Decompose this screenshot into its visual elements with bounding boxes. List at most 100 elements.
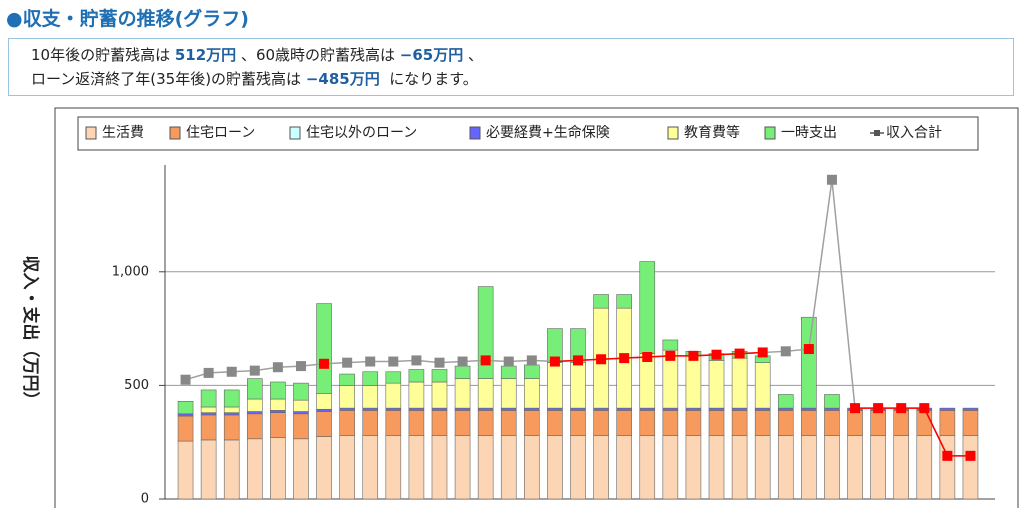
bar-segment bbox=[454, 365, 471, 379]
y-tick-label: 500 bbox=[124, 378, 149, 393]
bar-segment bbox=[362, 410, 379, 436]
bar-segment bbox=[731, 410, 748, 436]
bar-segment bbox=[662, 407, 679, 411]
income-marker bbox=[919, 403, 930, 414]
bar-segment bbox=[893, 435, 910, 500]
bar-segment bbox=[916, 435, 933, 500]
bar-segment bbox=[339, 410, 355, 436]
bar-segment bbox=[962, 407, 979, 411]
bar-segment bbox=[293, 413, 309, 440]
bar-segment bbox=[385, 371, 402, 384]
income-marker bbox=[826, 174, 837, 185]
bar-segment bbox=[385, 435, 402, 500]
bar-segment bbox=[570, 410, 586, 436]
bar-segment bbox=[431, 410, 448, 436]
bar-segment bbox=[708, 407, 725, 411]
bar-segment bbox=[593, 410, 609, 436]
bar-segment bbox=[431, 381, 448, 409]
bar-segment bbox=[524, 407, 540, 411]
bar-segment bbox=[408, 435, 425, 500]
bar-segment bbox=[408, 381, 425, 409]
bar-segment bbox=[477, 378, 494, 409]
income-marker bbox=[480, 355, 491, 366]
bar-segment bbox=[754, 410, 771, 436]
income-marker bbox=[896, 403, 907, 414]
bar-segment bbox=[385, 410, 402, 436]
bar-segment bbox=[893, 410, 910, 436]
y-tick-label: 1,000 bbox=[112, 264, 149, 279]
income-marker bbox=[780, 346, 791, 357]
bar-segment bbox=[431, 435, 448, 500]
bar-segment bbox=[962, 410, 979, 436]
bar-segment bbox=[524, 378, 540, 409]
bar-segment bbox=[454, 378, 471, 409]
bar-segment bbox=[801, 316, 817, 409]
bar-segment bbox=[639, 410, 656, 436]
y-axis-label: 収入・支出（万円） bbox=[20, 256, 41, 409]
summary-text: 、60歳時の貯蓄残高は bbox=[236, 46, 400, 64]
income-marker bbox=[642, 351, 653, 362]
bar-segment bbox=[616, 294, 632, 309]
legend-marker bbox=[874, 130, 880, 136]
income-marker bbox=[272, 362, 283, 373]
bar-segment bbox=[200, 406, 217, 413]
bar-segment bbox=[223, 414, 240, 441]
bar-segment bbox=[477, 410, 494, 436]
bar-segment bbox=[477, 407, 494, 411]
bar-segment bbox=[223, 412, 240, 416]
legend-swatch bbox=[469, 126, 481, 140]
income-marker bbox=[503, 356, 514, 367]
bar-segment bbox=[777, 407, 794, 411]
bar-segment bbox=[247, 378, 263, 400]
bar-segment bbox=[431, 407, 448, 411]
income-marker bbox=[249, 365, 260, 376]
bar-segment bbox=[662, 339, 679, 351]
bar-segment bbox=[639, 435, 656, 500]
legend-label: 教育費等 bbox=[684, 124, 740, 141]
bar-segment bbox=[223, 439, 240, 500]
bar-segment bbox=[200, 389, 217, 408]
income-marker bbox=[457, 356, 468, 367]
summary-box: 10年後の貯蓄残高は 512万円 、60歳時の貯蓄残高は −65万円 、ローン返… bbox=[8, 38, 1014, 96]
legend-label: 生活費 bbox=[102, 125, 144, 141]
summary-line: ローン返済終了年(35年後)の貯蓄残高は −485万円 になります。 bbox=[31, 67, 1013, 91]
bar-segment bbox=[454, 407, 471, 411]
bar-segment bbox=[662, 410, 679, 436]
bar-segment bbox=[408, 407, 425, 411]
bar-segment bbox=[247, 398, 263, 412]
income-marker bbox=[942, 450, 953, 461]
bar-segment bbox=[477, 435, 494, 500]
bar-segment bbox=[339, 385, 355, 409]
bar-segment bbox=[547, 362, 563, 409]
bar-segment bbox=[270, 412, 286, 438]
income-marker bbox=[665, 350, 676, 361]
bar-segment bbox=[685, 355, 702, 409]
bar-segment bbox=[316, 393, 332, 410]
summary-value: 512万円 bbox=[174, 46, 237, 64]
bar-segment bbox=[870, 410, 886, 436]
bar-segment bbox=[547, 407, 563, 411]
bar-segment bbox=[270, 381, 286, 400]
bar-segment bbox=[270, 398, 286, 411]
summary-value: −65万円 bbox=[399, 46, 464, 64]
bar-segment bbox=[339, 407, 355, 411]
bar-segment bbox=[870, 435, 886, 500]
bar-segment bbox=[916, 410, 933, 436]
bar-segment bbox=[847, 435, 863, 500]
legend-swatch bbox=[169, 126, 181, 140]
summary-text: 、 bbox=[463, 46, 484, 64]
y-tick-label: 0 bbox=[141, 492, 149, 507]
income-marker bbox=[688, 350, 699, 361]
bar-segment bbox=[247, 411, 263, 415]
bar-segment bbox=[754, 362, 771, 409]
income-marker bbox=[596, 354, 607, 365]
bar-segment bbox=[639, 261, 656, 354]
income-marker bbox=[434, 357, 445, 368]
income-marker bbox=[803, 344, 814, 355]
legend-label: 住宅以外のローン bbox=[306, 125, 417, 141]
bar-segment bbox=[547, 410, 563, 436]
bar-segment bbox=[200, 439, 217, 500]
bar-segment bbox=[223, 406, 240, 413]
bar-segment bbox=[500, 365, 517, 379]
bar-segment bbox=[500, 435, 517, 500]
